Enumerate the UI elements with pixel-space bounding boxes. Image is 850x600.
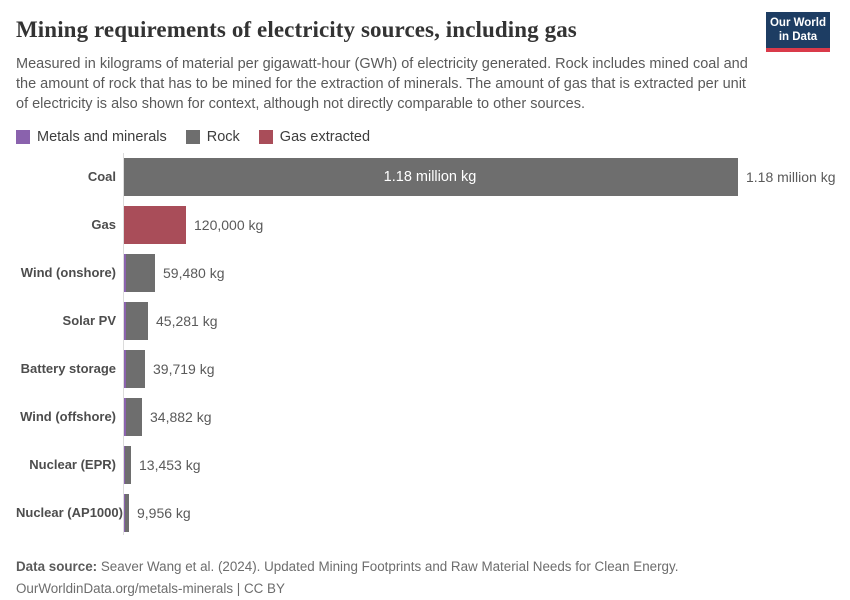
bar-segment-metals (124, 397, 126, 436)
bar-value-label: 39,719 kg (153, 360, 215, 377)
bar-nuclear-ap1000-[interactable] (124, 493, 129, 532)
category-label-wind-onshore-: Wind (onshore) (20, 265, 116, 281)
page-title: Mining requirements of electricity sourc… (16, 17, 577, 42)
y-axis-line (123, 152, 124, 535)
legend-label: Rock (206, 128, 240, 145)
bar-track: 9,956 kg (123, 493, 830, 532)
bar-value-label: 45,281 kg (156, 312, 218, 329)
bar-solar-pv[interactable] (124, 301, 148, 340)
bar-segment-rock (126, 349, 145, 388)
bar-battery-storage[interactable] (124, 349, 145, 388)
legend-swatch-icon (185, 129, 200, 144)
legend-swatch-icon (16, 129, 30, 144)
chart-row-solar-pv: Solar PV 45,281 kg (16, 297, 830, 345)
bar-value-label: 13,453 kg (139, 456, 201, 473)
category-label-battery-storage: Battery storage (20, 361, 116, 377)
bar-segment-rock (125, 445, 131, 484)
chart-subtitle: Measured in kilograms of material per gi… (16, 55, 748, 112)
legend-label: Metals and minerals (37, 128, 167, 145)
bar-segment-rock (126, 253, 155, 292)
chart-row-nuclear-ap1000-: Nuclear (AP1000) 9,956 kg (16, 489, 830, 537)
bar-coal[interactable] (124, 157, 738, 196)
chart-row-battery-storage: Battery storage 39,719 kg (16, 345, 830, 393)
owid-url-license[interactable]: OurWorldinData.org/metals-minerals | CC … (16, 580, 285, 596)
bar-segment-gas (124, 205, 186, 244)
bar-value-label: 59,480 kg (163, 264, 225, 281)
bar-value-label: 9,956 kg (137, 504, 191, 521)
bar-value-label: 120,000 kg (194, 216, 264, 233)
bar-segment-metals (124, 445, 125, 484)
bar-track: 39,719 kg (123, 349, 830, 388)
bar-chart: Coal 1.18 million kg 1.18 million kg Gas 120… (16, 152, 836, 537)
category-label-solar-pv: Solar PV (62, 313, 116, 329)
category-label-nuclear-epr-: Nuclear (EPR) (29, 457, 116, 473)
bar-track: 120,000 kg (123, 205, 830, 244)
bar-segment-metals (124, 493, 125, 532)
legend-item-rock[interactable]: Rock (185, 128, 240, 145)
bar-track: 45,281 kg (123, 301, 830, 340)
owid-logo-accent-bar (766, 47, 830, 52)
legend-item-metals-and-minerals[interactable]: Metals and minerals (16, 129, 167, 145)
bar-segment-rock (126, 397, 142, 436)
bar-segment-rock (125, 493, 129, 532)
bar-track: 34,882 kg (123, 397, 830, 436)
chart-row-wind-offshore-: Wind (offshore) 34,882 kg (16, 393, 830, 441)
category-label-coal: Coal (87, 169, 116, 185)
category-label-wind-offshore-: Wind (offshore) (20, 409, 116, 425)
data-source-label: Data source: (16, 558, 98, 574)
bar-track: 13,453 kg (123, 445, 830, 484)
bar-value-label: 34,882 kg (150, 408, 212, 425)
bar-segment-metals (124, 253, 126, 292)
bar-segment-metals (124, 301, 126, 340)
bar-segment-rock (124, 157, 738, 196)
chart-row-wind-onshore-: Wind (onshore) 59,480 kg (16, 249, 830, 297)
bar-track: 1.18 million kg 1.18 million kg (123, 157, 836, 196)
owid-logo[interactable]: Our World in Data (766, 12, 830, 52)
chart-row-nuclear-epr-: Nuclear (EPR) 13,453 kg (16, 441, 830, 489)
data-source-text: Seaver Wang et al. (2024). Updated Minin… (97, 558, 679, 574)
bar-wind-onshore-[interactable] (124, 253, 155, 292)
legend-swatch-icon (258, 129, 273, 144)
legend-item-gas-extracted[interactable]: Gas extracted (258, 128, 371, 145)
bar-gas[interactable] (124, 205, 186, 244)
legend: Metals and minerals Rock Gas extracted (16, 129, 830, 145)
owid-logo-text: Our World in Data (766, 12, 830, 48)
bar-track: 59,480 kg (123, 253, 830, 292)
chart-row-coal: Coal 1.18 million kg 1.18 million kg (16, 153, 836, 201)
legend-label: Gas extracted (279, 128, 371, 145)
bar-segment-metals (124, 349, 126, 388)
chart-row-gas: Gas 120,000 kg (16, 201, 830, 249)
bar-value-label: 1.18 million kg (746, 168, 836, 185)
category-label-gas: Gas (91, 217, 116, 233)
data-source-line: Data source: Seaver Wang et al. (2024). … (16, 556, 830, 578)
chart-footer: Data source: Seaver Wang et al. (2024). … (16, 556, 830, 600)
bar-nuclear-epr-[interactable] (124, 445, 131, 484)
bar-wind-offshore-[interactable] (124, 397, 142, 436)
bar-segment-rock (126, 301, 148, 340)
category-label-nuclear-ap1000-: Nuclear (AP1000) (16, 505, 123, 521)
